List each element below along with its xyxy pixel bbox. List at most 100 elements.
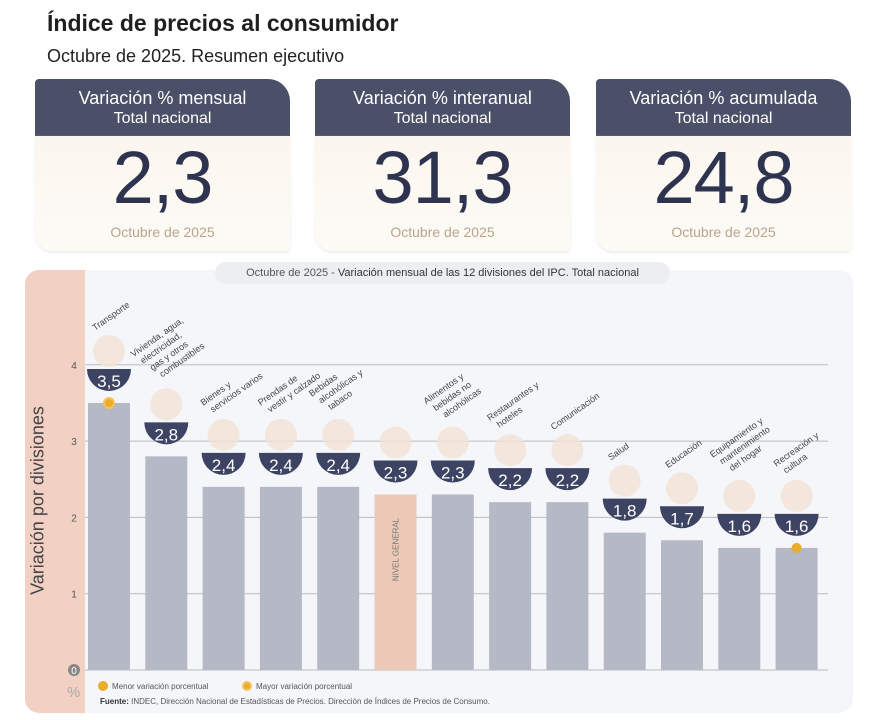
value-badge — [717, 513, 762, 536]
division-icon — [436, 426, 469, 459]
page-title: Índice de precios al consumidor — [47, 10, 399, 36]
source-label: Fuente: — [100, 697, 129, 706]
bar — [317, 486, 360, 670]
value-badge — [316, 452, 361, 475]
bar — [202, 486, 245, 670]
min-marker — [791, 542, 802, 553]
value-label: 2,8 — [154, 425, 178, 444]
category-label: Recreación ycultura — [772, 430, 827, 478]
bar — [718, 547, 761, 670]
division-icon — [666, 472, 698, 505]
card-period: Octubre de 2025 — [390, 224, 495, 240]
card-title: Variación % mensual — [78, 88, 247, 108]
value-label: 1,8 — [613, 502, 637, 521]
value-label: 1,6 — [785, 517, 809, 536]
category-label: Bienes yservicios varios — [199, 361, 265, 416]
value-badge — [144, 422, 189, 445]
bar — [603, 532, 646, 670]
card-scope: Total nacional — [393, 110, 492, 127]
card-scope: Total nacional — [674, 110, 773, 127]
value-badge — [87, 368, 131, 391]
legend-label: Menor variación porcentual — [112, 681, 209, 691]
min-marker-icon — [98, 681, 108, 691]
value-label: 2,3 — [384, 464, 408, 483]
value-badge — [201, 452, 246, 475]
value-badge — [774, 513, 819, 536]
source-text: INDEC, Dirección Nacional de Estadística… — [131, 697, 490, 706]
card-title: Variación % interanual — [353, 88, 532, 108]
max-marker — [103, 396, 115, 409]
bar — [775, 547, 818, 670]
y-tick-label: 3 — [71, 437, 77, 448]
chart-title: Octubre de 2025 - Variación mensual de l… — [215, 262, 670, 284]
card-period: Octubre de 2025 — [110, 224, 215, 240]
value-label: 1,7 — [670, 509, 694, 528]
division-icon — [551, 434, 584, 467]
value-badge — [602, 498, 647, 521]
bar — [431, 494, 474, 670]
category-label: Bebidasalcohólicas ytabaco — [307, 358, 371, 416]
y-unit: % — [67, 684, 81, 701]
card-monthly: Variación % mensual Total nacional 2,3 Oct… — [35, 79, 290, 251]
value-badge — [258, 452, 303, 475]
tick-marker — [68, 664, 80, 676]
value-badge — [430, 460, 475, 483]
value-badge — [488, 468, 533, 491]
division-icon — [608, 464, 641, 497]
category-label: Educación — [663, 438, 703, 470]
bar — [88, 402, 130, 670]
value-label: 2,4 — [212, 456, 236, 475]
chart-title-period: Octubre de 2025 — [246, 267, 329, 279]
card-title: Variación % acumulada — [629, 88, 818, 108]
card-period: Octubre de 2025 — [671, 224, 776, 240]
y-tick-label: 1 — [71, 590, 77, 601]
bar — [489, 502, 532, 670]
division-icon — [150, 388, 183, 421]
category-label: NIVEL GENERAL — [392, 517, 401, 581]
value-label: 2,4 — [326, 456, 350, 475]
division-icon — [494, 434, 527, 467]
value-label: 2,4 — [269, 456, 293, 475]
category-label: Salud — [606, 441, 631, 462]
value-badge — [545, 468, 590, 491]
value-label: 2,2 — [556, 471, 580, 490]
max-marker-icon — [242, 681, 252, 691]
bar — [546, 502, 589, 670]
division-icon — [264, 418, 297, 451]
value-badge — [660, 506, 704, 529]
value-badge — [373, 460, 418, 483]
division-icon — [723, 479, 756, 512]
category-label: Transporte — [90, 300, 131, 333]
value-label: 2,2 — [498, 471, 522, 490]
bar — [374, 494, 417, 670]
chart-title-text: Variación mensual de las 12 divisiones d… — [337, 267, 639, 279]
division-icon — [322, 418, 355, 451]
division-icon — [207, 418, 240, 451]
card-value: 24,8 — [653, 136, 794, 219]
value-label: 3,5 — [97, 372, 121, 391]
legend-min: Menor variación porcentual — [98, 681, 209, 691]
category-label: Restaurantes yhoteles — [485, 380, 547, 432]
category-label: Vivienda, agua,electricidad,gas y otrosc… — [129, 313, 207, 386]
value-label: 1,6 — [727, 517, 751, 536]
category-label: Equipamiento ymantenimientodel hogar — [708, 415, 778, 477]
legend-label: Mayor variación porcentual — [256, 681, 353, 691]
card-yearly: Variación % interanual Total nacional 31,… — [315, 79, 570, 251]
bar — [661, 540, 703, 670]
category-label: Alimentos ybebidas noalcohólicas — [422, 368, 484, 425]
value-label: 2,3 — [441, 464, 465, 483]
division-icon — [780, 479, 813, 512]
y-tick-label: 2 — [71, 513, 77, 524]
card-value: 2,3 — [112, 136, 214, 219]
division-icon — [379, 426, 412, 459]
card-scope: Total nacional — [113, 110, 212, 127]
source-note: Fuente: INDEC, Dirección Nacional de Est… — [100, 697, 490, 706]
division-icon — [93, 334, 125, 367]
y-tick-label: 0 — [71, 666, 77, 677]
card-cumulative: Variación % acumulada Total nacional 24,8… — [596, 79, 851, 251]
legend-max: Mayor variación porcentual — [242, 681, 352, 691]
axis-strip — [25, 270, 85, 713]
page-subtitle: Octubre de 2025. Resumen ejecutivo — [47, 46, 345, 66]
card-value: 31,3 — [372, 136, 513, 219]
